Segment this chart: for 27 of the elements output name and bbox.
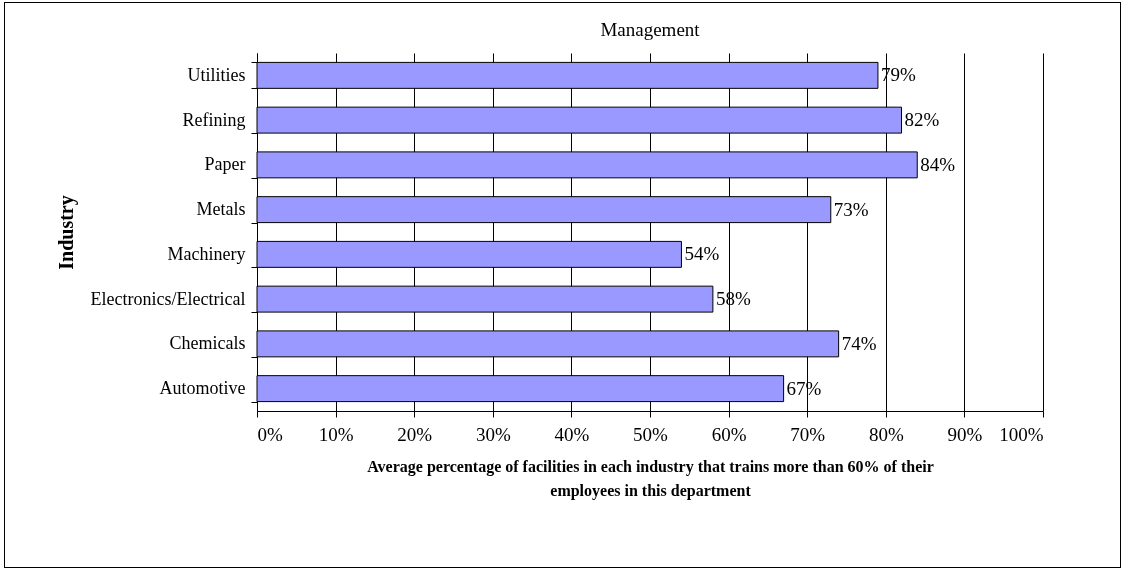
x-tick-label: 30% [475, 423, 511, 445]
x-tick-label: 60% [711, 423, 747, 445]
y-tick-label: Machinery [167, 243, 246, 264]
data-label: 82% [904, 109, 940, 131]
x-axis-title: Average percentage of facilities in each industry that trains more than 60% of their employees in this department [367, 457, 934, 500]
x-tick-label: 80% [868, 423, 904, 445]
x-tick-label: 90% [947, 423, 983, 445]
data-label: 74% [841, 332, 877, 354]
y-tick-label: Refining [182, 109, 246, 130]
y-tick-label: Paper [204, 154, 246, 175]
y-tick-label: Metals [196, 199, 246, 220]
x-tick-label: 50% [633, 423, 669, 445]
x-tick-label: 70% [790, 423, 826, 445]
x-tick-label: 20% [397, 423, 433, 445]
x-tick-label: 10% [318, 423, 354, 445]
data-label: 73% [833, 198, 869, 220]
y-tick-label: Chemicals [169, 333, 246, 354]
x-tick-label: 0% [257, 423, 283, 445]
x-tick-label: 40% [554, 423, 590, 445]
y-tick-label: Utilities [187, 64, 246, 85]
x-tick-label: 100% [999, 423, 1044, 445]
y-axis-title: Industry [54, 195, 78, 270]
chart-title: Management [600, 19, 701, 40]
data-label: 54% [684, 243, 720, 265]
data-label: 84% [920, 153, 956, 175]
y-tick-label: Electronics/Electrical [90, 288, 246, 309]
y-tick-label: Automotive [159, 378, 246, 399]
